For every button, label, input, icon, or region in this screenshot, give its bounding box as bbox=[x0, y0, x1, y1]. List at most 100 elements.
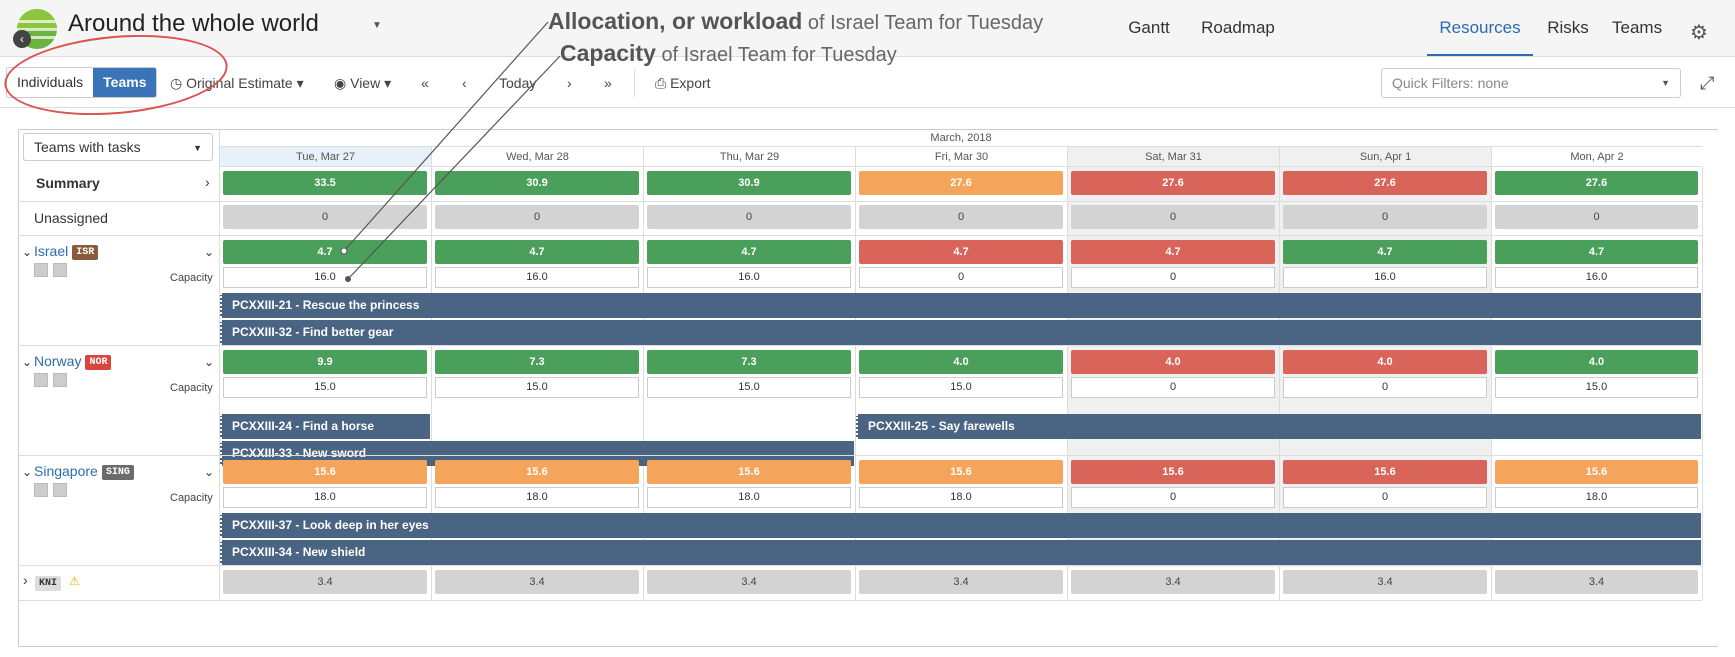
unassigned-cell[interactable]: 0 bbox=[1495, 205, 1698, 229]
capacity-cell[interactable]: 16.0 bbox=[223, 267, 427, 288]
kni-cell[interactable]: 3.4 bbox=[223, 570, 427, 594]
task-bar[interactable]: PCXXIII-32 - Find better gear bbox=[220, 320, 1701, 345]
capacity-cell[interactable]: 0 bbox=[1283, 487, 1487, 508]
kni-cell[interactable]: 3.4 bbox=[647, 570, 851, 594]
capacity-cell[interactable]: 15.0 bbox=[435, 377, 639, 398]
unassigned-cell[interactable]: 0 bbox=[1071, 205, 1275, 229]
capacity-cell[interactable]: 16.0 bbox=[647, 267, 851, 288]
today-button[interactable]: Today bbox=[499, 75, 537, 91]
capacity-cell[interactable]: 18.0 bbox=[435, 487, 639, 508]
summary-cell[interactable]: 33.5 bbox=[223, 171, 427, 195]
chevron-right-icon[interactable]: › bbox=[23, 572, 28, 588]
fullscreen-icon[interactable]: ⤢ bbox=[1700, 73, 1715, 93]
capacity-cell[interactable]: 0 bbox=[1071, 267, 1275, 288]
nav-roadmap[interactable]: Roadmap bbox=[1201, 18, 1275, 37]
kni-badge[interactable]: KNI bbox=[35, 576, 62, 591]
group-select[interactable]: Teams with tasks ▼ bbox=[23, 133, 213, 161]
task-bar[interactable]: PCXXIII-37 - Look deep in her eyes bbox=[220, 513, 1701, 538]
kni-cell[interactable]: 3.4 bbox=[1071, 570, 1275, 594]
view-dropdown[interactable]: ◉ View ▾ bbox=[334, 75, 392, 91]
nav-gantt[interactable]: Gantt bbox=[1128, 18, 1170, 37]
allocation-cell[interactable]: 15.6 bbox=[223, 460, 427, 484]
chevron-down-icon[interactable]: ⌄ bbox=[22, 465, 33, 479]
allocation-cell[interactable]: 4.0 bbox=[1071, 350, 1275, 374]
allocation-cell[interactable]: 15.6 bbox=[859, 460, 1063, 484]
capacity-cell[interactable]: 15.0 bbox=[647, 377, 851, 398]
chevron-down-icon[interactable]: ⌄ bbox=[204, 245, 215, 259]
allocation-cell[interactable]: 15.6 bbox=[1283, 460, 1487, 484]
estimate-dropdown[interactable]: ◷ Original Estimate ▾ bbox=[170, 75, 304, 91]
capacity-cell[interactable]: 16.0 bbox=[1495, 267, 1698, 288]
kni-cell[interactable]: 3.4 bbox=[859, 570, 1063, 594]
allocation-cell[interactable]: 7.3 bbox=[647, 350, 851, 374]
allocation-cell[interactable]: 15.6 bbox=[1495, 460, 1698, 484]
back-icon[interactable]: ‹ bbox=[13, 30, 31, 48]
individuals-button[interactable]: Individuals bbox=[17, 74, 84, 90]
capacity-cell[interactable]: 18.0 bbox=[1495, 487, 1698, 508]
last-page-button[interactable]: » bbox=[604, 75, 612, 91]
capacity-cell[interactable]: 15.0 bbox=[223, 377, 427, 398]
allocation-cell[interactable]: 4.7 bbox=[223, 240, 427, 264]
allocation-cell[interactable]: 4.0 bbox=[1283, 350, 1487, 374]
summary-cell[interactable]: 27.6 bbox=[1071, 171, 1275, 195]
capacity-cell[interactable]: 0 bbox=[1071, 377, 1275, 398]
allocation-cell[interactable]: 15.6 bbox=[1071, 460, 1275, 484]
capacity-cell[interactable]: 18.0 bbox=[223, 487, 427, 508]
team-name[interactable]: Norway NOR bbox=[34, 353, 112, 370]
capacity-cell[interactable]: 15.0 bbox=[1495, 377, 1698, 398]
unassigned-cell[interactable]: 0 bbox=[1283, 205, 1487, 229]
task-bar[interactable]: PCXXIII-21 - Rescue the princess bbox=[220, 293, 1701, 318]
capacity-cell[interactable]: 18.0 bbox=[647, 487, 851, 508]
summary-cell[interactable]: 30.9 bbox=[647, 171, 851, 195]
capacity-cell[interactable]: 0 bbox=[859, 267, 1063, 288]
quick-filters-select[interactable]: Quick Filters: none ▼ bbox=[1381, 68, 1681, 98]
allocation-cell[interactable]: 4.7 bbox=[1495, 240, 1698, 264]
nav-teams[interactable]: Teams bbox=[1612, 18, 1663, 37]
allocation-cell[interactable]: 7.3 bbox=[435, 350, 639, 374]
chevron-down-icon[interactable]: ⌄ bbox=[22, 355, 33, 369]
capacity-cell[interactable]: 0 bbox=[1071, 487, 1275, 508]
kni-cell[interactable]: 3.4 bbox=[1283, 570, 1487, 594]
task-bar[interactable]: PCXXIII-24 - Find a horse bbox=[220, 414, 430, 439]
allocation-cell[interactable]: 4.7 bbox=[1071, 240, 1275, 264]
allocation-cell[interactable]: 15.6 bbox=[647, 460, 851, 484]
capacity-cell[interactable]: 16.0 bbox=[435, 267, 639, 288]
unassigned-cell[interactable]: 0 bbox=[435, 205, 639, 229]
export-button[interactable]: ⎙ Export bbox=[655, 75, 711, 92]
chevron-down-icon[interactable]: ⌄ bbox=[204, 465, 215, 479]
prev-page-button[interactable]: ‹ bbox=[462, 75, 467, 91]
task-bar[interactable]: PCXXIII-25 - Say farewells bbox=[856, 414, 1701, 439]
allocation-cell[interactable]: 4.7 bbox=[859, 240, 1063, 264]
nav-resources[interactable]: Resources bbox=[1427, 0, 1533, 56]
project-dropdown-icon[interactable]: ▼ bbox=[372, 20, 382, 31]
chevron-right-icon[interactable]: › bbox=[205, 174, 210, 190]
gear-icon[interactable]: ⚙ bbox=[1690, 22, 1708, 44]
summary-cell[interactable]: 30.9 bbox=[435, 171, 639, 195]
allocation-cell[interactable]: 4.0 bbox=[1495, 350, 1698, 374]
unassigned-cell[interactable]: 0 bbox=[223, 205, 427, 229]
chevron-down-icon[interactable]: ⌄ bbox=[204, 355, 215, 369]
allocation-cell[interactable]: 4.7 bbox=[647, 240, 851, 264]
team-name[interactable]: Israel ISR bbox=[34, 243, 99, 260]
next-page-button[interactable]: › bbox=[567, 75, 572, 91]
summary-cell[interactable]: 27.6 bbox=[1283, 171, 1487, 195]
summary-cell[interactable]: 27.6 bbox=[1495, 171, 1698, 195]
teams-button[interactable]: Teams bbox=[93, 68, 157, 97]
capacity-cell[interactable]: 18.0 bbox=[859, 487, 1063, 508]
kni-cell[interactable]: 3.4 bbox=[1495, 570, 1698, 594]
unassigned-cell[interactable]: 0 bbox=[859, 205, 1063, 229]
allocation-cell[interactable]: 4.0 bbox=[859, 350, 1063, 374]
capacity-cell[interactable]: 16.0 bbox=[1283, 267, 1487, 288]
capacity-cell[interactable]: 0 bbox=[1283, 377, 1487, 398]
kni-cell[interactable]: 3.4 bbox=[435, 570, 639, 594]
unassigned-cell[interactable]: 0 bbox=[647, 205, 851, 229]
nav-risks[interactable]: Risks bbox=[1547, 18, 1589, 37]
summary-cell[interactable]: 27.6 bbox=[859, 171, 1063, 195]
allocation-cell[interactable]: 9.9 bbox=[223, 350, 427, 374]
allocation-cell[interactable]: 4.7 bbox=[435, 240, 639, 264]
chevron-down-icon[interactable]: ⌄ bbox=[22, 245, 33, 259]
first-page-button[interactable]: « bbox=[421, 75, 429, 91]
team-name[interactable]: Singapore SING bbox=[34, 463, 134, 480]
project-title[interactable]: Around the whole world bbox=[68, 10, 319, 37]
task-bar[interactable]: PCXXIII-34 - New shield bbox=[220, 540, 1701, 565]
